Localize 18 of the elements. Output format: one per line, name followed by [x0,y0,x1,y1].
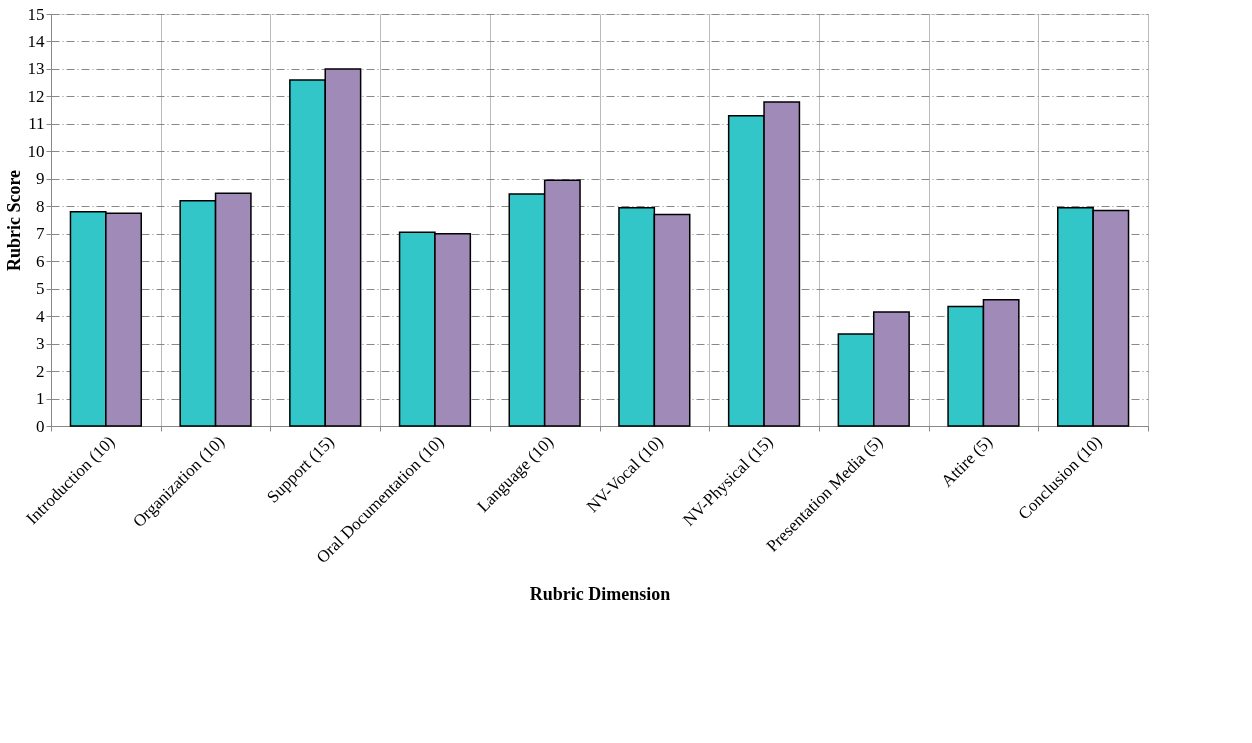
y-tick-label: 3 [36,334,45,354]
y-tick-label: 4 [36,306,45,326]
y-tick-label: 7 [36,224,45,244]
y-tick-label: 5 [36,279,45,299]
y-tick-label: 10 [27,141,45,161]
y-tick-label: 1 [36,389,45,409]
y-tick-label: 8 [36,196,45,216]
y-tick-label: 9 [36,169,45,189]
y-tick-label: 6 [36,251,45,271]
y-axis-title: Rubric Score [3,169,24,272]
y-tick-label: 11 [28,114,45,134]
x-axis-title: Rubric Dimension [529,584,671,605]
y-tick-label: 0 [36,416,45,436]
y-tick-label: 2 [36,361,45,381]
y-tick-label: 14 [27,31,45,51]
y-tick-label: 13 [27,59,45,79]
y-tick-label: 12 [27,86,45,106]
y-tick-label: 15 [27,4,45,24]
